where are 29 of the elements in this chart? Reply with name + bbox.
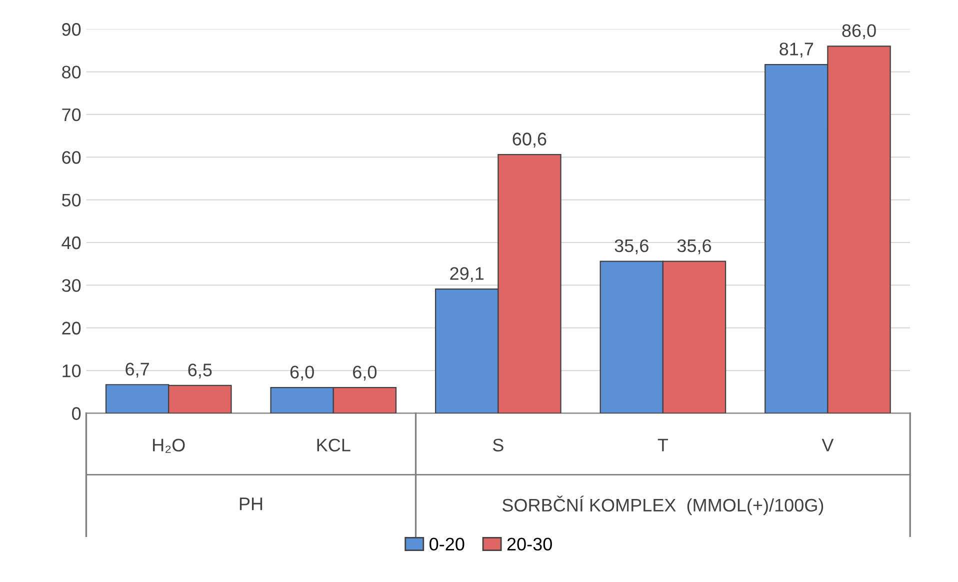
x-tick-label: V <box>822 438 834 452</box>
data-label: 6,7 <box>126 362 149 378</box>
y-tick-label: 40 <box>62 236 81 250</box>
data-label: 6,5 <box>188 364 212 378</box>
text: PH <box>240 498 262 510</box>
y-tick-label: 10 <box>62 364 81 378</box>
y-tick-label: 70 <box>62 108 81 122</box>
y-tick-label: 30 <box>62 279 81 292</box>
legend-label: 20-30 <box>507 538 552 551</box>
data-label: 86,0 <box>842 24 876 40</box>
x-tick-label: T <box>658 438 668 452</box>
data-label: 29,1 <box>450 267 484 282</box>
y-tick-label: 20 <box>62 322 81 335</box>
text: SORBČNÍ KOMPLEX (MMOL(+)/100G) <box>502 496 824 516</box>
x-tick-label: S <box>492 438 504 452</box>
x-tick-label: H₂O <box>153 438 185 453</box>
x-tick-label: KCL <box>317 438 350 452</box>
y-tick-label: 60 <box>62 151 81 164</box>
y-tick-label: 0 <box>72 407 81 420</box>
y-tick-label: 80 <box>62 66 81 78</box>
data-label: 6,0 <box>353 366 377 381</box>
data-label: 35,6 <box>677 239 712 254</box>
data-label: 35,6 <box>614 239 648 254</box>
data-label: 81,7 <box>780 42 814 58</box>
data-label: 6,0 <box>290 366 314 381</box>
legend-label: 0-20 <box>430 538 464 551</box>
data-label: 60,6 <box>512 132 546 148</box>
y-tick-label: 90 <box>62 23 81 36</box>
y-tick-label: 50 <box>62 194 81 207</box>
